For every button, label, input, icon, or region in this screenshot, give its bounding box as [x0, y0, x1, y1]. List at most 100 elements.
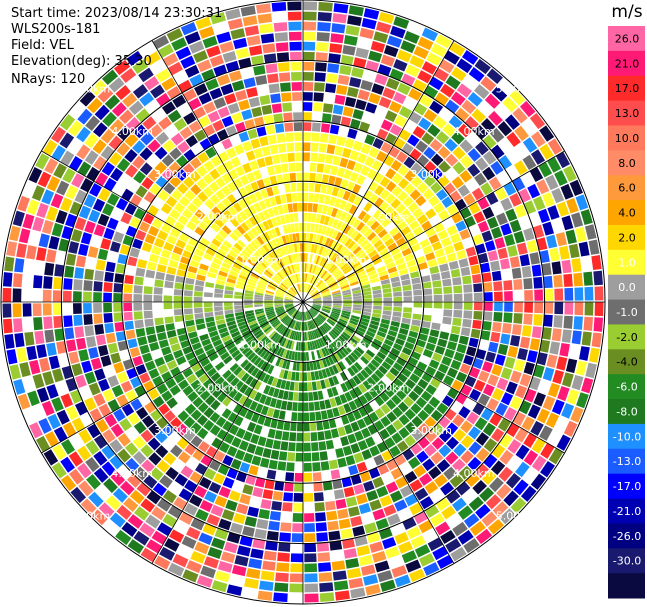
range-gate: [129, 247, 140, 258]
range-gate: [297, 192, 303, 202]
range-gate: [404, 341, 415, 350]
range-gate: [307, 341, 311, 351]
range-gate: [196, 575, 213, 588]
range-gate: [216, 274, 227, 282]
range-gate: [436, 131, 450, 145]
range-gate: [296, 284, 300, 293]
range-gate: [147, 169, 161, 182]
range-gate: [353, 264, 363, 272]
range-gate: [317, 22, 331, 32]
range-gate: [363, 305, 372, 309]
range-gate: [504, 407, 517, 421]
range-gate: [124, 274, 134, 285]
range-gate: [480, 330, 491, 341]
range-gate: [147, 388, 160, 400]
range-gate: [401, 73, 416, 87]
range-gate: [347, 433, 357, 444]
range-gate: [343, 403, 352, 414]
range-gate: [442, 316, 452, 325]
range-gate: [282, 502, 293, 512]
range-gate: [419, 496, 434, 510]
range-gate: [60, 474, 77, 492]
range-gate: [225, 125, 238, 137]
range-gate: [529, 338, 541, 351]
range-gate: [271, 319, 280, 327]
range-gate: [220, 351, 230, 361]
range-gate: [443, 466, 457, 481]
range-gate: [275, 291, 285, 296]
range-gate: [254, 369, 263, 380]
range-gate: [214, 495, 228, 508]
range-gate: [173, 289, 183, 296]
range-gate: [407, 356, 419, 367]
range-gate: [322, 389, 329, 399]
range-gate: [119, 349, 131, 361]
range-gate: [258, 280, 268, 286]
range-gate: [365, 60, 380, 72]
range-gate: [202, 378, 214, 389]
range-gate: [317, 431, 325, 441]
range-gate: [321, 471, 332, 481]
range-gate: [339, 371, 348, 382]
range-gate: [539, 143, 554, 160]
range-gate: [349, 77, 362, 88]
range-gate: [294, 382, 299, 391]
range-gate: [35, 153, 50, 170]
colorbar-tick-label: -30.0: [613, 555, 641, 568]
range-gate: [316, 42, 329, 52]
range-gate: [387, 352, 398, 362]
range-gate: [71, 173, 85, 188]
range-gate: [263, 339, 272, 348]
range-gate: [412, 384, 424, 396]
colorbar-swatch: [608, 423, 645, 450]
range-gate: [190, 232, 202, 242]
range-gate: [342, 44, 356, 56]
range-gate: [116, 504, 132, 520]
range-gate: [190, 379, 202, 390]
range-gate: [184, 503, 198, 516]
range-gate: [236, 503, 249, 515]
range-gate: [203, 556, 220, 569]
range-gate: [318, 572, 333, 582]
range-gate: [244, 349, 254, 358]
range-gate: [446, 367, 458, 379]
range-gate: [533, 314, 543, 326]
range-gate: [399, 352, 410, 362]
range-gate: [318, 441, 327, 451]
range-gate: [288, 31, 302, 41]
range-gate: [221, 335, 232, 343]
range-gate: [285, 255, 291, 265]
range-gate: [64, 265, 75, 278]
range-gate: [324, 226, 331, 237]
range-gate: [127, 412, 141, 426]
range-gate: [575, 194, 589, 211]
range-gate: [54, 328, 65, 342]
range-gate: [191, 196, 203, 208]
range-gate: [539, 339, 551, 353]
colorbar-swatch: [608, 125, 645, 151]
range-gate: [429, 215, 441, 226]
range-gate: [312, 472, 322, 482]
range-gate: [136, 482, 151, 497]
range-gate: [352, 140, 363, 152]
range-gate: [408, 220, 420, 231]
range-gate: [514, 302, 523, 313]
range-gate: [441, 395, 454, 407]
range-gate: [190, 214, 201, 226]
range-gate: [22, 288, 32, 302]
range-gate: [318, 313, 327, 320]
range-gate: [520, 171, 535, 187]
range-gate: [483, 282, 493, 292]
range-gate: [390, 25, 406, 39]
range-gate: [430, 409, 443, 422]
colorbar-swatch: [608, 374, 645, 400]
range-gate: [278, 143, 287, 153]
range-gate: [431, 241, 443, 251]
range-gate: [263, 53, 277, 64]
range-gate: [442, 278, 452, 287]
range-gate: [227, 274, 238, 281]
range-gate: [294, 351, 298, 361]
range-gate: [353, 302, 362, 305]
range-gate: [494, 237, 506, 249]
range-gate: [584, 286, 594, 301]
